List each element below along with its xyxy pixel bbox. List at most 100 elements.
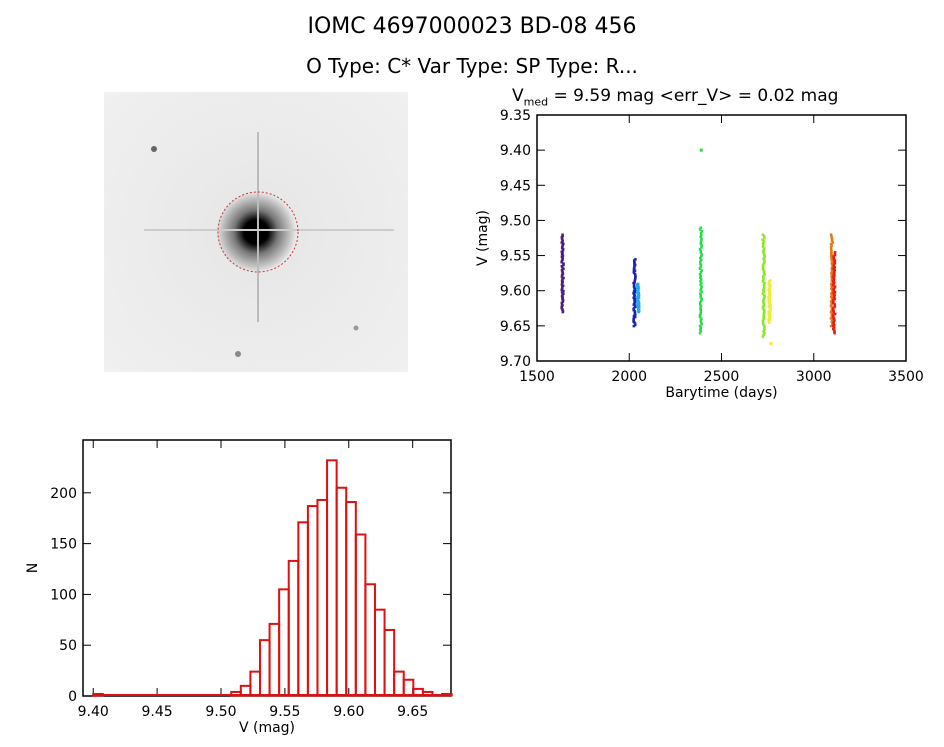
lc-point <box>833 274 836 277</box>
lc-point <box>761 266 765 269</box>
figure-subtitle: O Type: C* Var Type: SP Type: R... <box>306 54 638 78</box>
lc-point <box>832 257 836 261</box>
lc-point <box>832 282 835 286</box>
lc-point <box>830 250 833 254</box>
lc-point <box>831 266 834 269</box>
lc-point <box>830 262 834 266</box>
lc-point <box>562 276 565 280</box>
hist-bar <box>402 678 415 697</box>
lc-point <box>829 304 833 308</box>
lc-point <box>832 277 836 280</box>
lc-point <box>830 314 834 317</box>
hist-bar <box>326 459 338 697</box>
lc-point <box>761 264 765 268</box>
lc-ytick-label: 9.55 <box>500 249 531 265</box>
lc-point <box>561 299 565 302</box>
lc-point <box>833 251 837 254</box>
lc-ytick-label: 9.65 <box>500 319 531 335</box>
hist-bar <box>278 588 290 697</box>
lc-point <box>831 290 834 294</box>
lc-point <box>560 264 564 268</box>
lc-point <box>763 259 766 262</box>
lc-point <box>562 267 565 271</box>
lc-point <box>562 263 565 267</box>
lc-point <box>831 241 835 244</box>
lc-point <box>830 287 833 291</box>
lc-point <box>699 312 702 315</box>
lc-point <box>762 276 765 280</box>
lc-point <box>698 247 702 251</box>
lc-point <box>833 293 836 297</box>
lc-point <box>560 255 564 259</box>
lc-point <box>763 281 766 285</box>
lc-point <box>699 326 703 330</box>
lc-outlier-point <box>699 148 703 152</box>
lc-point <box>699 303 702 306</box>
lc-point <box>700 238 703 242</box>
lc-point <box>830 306 834 309</box>
lc-point <box>761 242 765 245</box>
lc-point <box>561 258 564 261</box>
lc-point <box>637 296 641 300</box>
lc-point <box>699 288 702 292</box>
lc-point <box>830 244 833 247</box>
hist-ytick-label: 150 <box>50 537 77 553</box>
lc-point <box>832 272 836 276</box>
lc-point <box>699 276 702 279</box>
lc-point <box>560 302 564 306</box>
hist-ytick-label: 0 <box>68 689 77 705</box>
lc-point <box>700 281 703 285</box>
lc-point <box>830 258 833 261</box>
lc-point <box>830 236 834 240</box>
lc-point <box>761 238 764 242</box>
lc-point <box>699 280 702 283</box>
aperture-circle <box>217 191 299 273</box>
lc-point <box>561 270 564 273</box>
lc-point <box>769 304 772 307</box>
hist-bar <box>345 500 357 697</box>
hist-bar <box>412 687 424 697</box>
lc-point <box>562 289 565 293</box>
lc-title-v: V <box>512 86 524 106</box>
lc-point <box>761 245 765 249</box>
lc-point <box>762 318 765 321</box>
finder-image <box>104 92 408 372</box>
lc-point <box>832 296 836 299</box>
lc-point <box>831 269 834 272</box>
hist-bar <box>287 559 300 697</box>
lc-point <box>830 309 833 312</box>
lc-point <box>761 233 765 236</box>
lc-point <box>830 312 834 315</box>
lc-point <box>829 317 833 320</box>
lc-point <box>832 267 835 270</box>
lc-point <box>831 259 834 263</box>
lc-point <box>699 296 703 299</box>
lc-point <box>699 308 703 312</box>
lc-ytick-label: 9.35 <box>500 108 531 124</box>
lc-point <box>561 280 564 284</box>
lc-point <box>768 283 771 286</box>
lc-point <box>832 275 835 279</box>
hist-bar <box>258 639 271 697</box>
star <box>151 146 157 152</box>
finder-overlay <box>144 132 394 357</box>
lc-point <box>830 303 833 306</box>
lc-point <box>700 322 704 326</box>
lc-point <box>761 292 765 295</box>
lc-point <box>560 283 564 286</box>
lc-point <box>762 290 766 293</box>
hist-bar <box>383 628 396 697</box>
lc-point <box>700 237 703 240</box>
lc-point <box>700 285 704 288</box>
hist-bar <box>335 486 348 697</box>
lc-point <box>830 296 834 300</box>
lc-point <box>762 330 765 333</box>
lc-point <box>831 318 834 322</box>
lc-point <box>763 255 766 259</box>
lc-point <box>831 327 835 331</box>
lc-point <box>699 235 702 238</box>
lc-point <box>830 267 833 271</box>
hist-bar <box>316 498 329 697</box>
lc-point <box>634 258 637 261</box>
lc-point <box>830 235 833 238</box>
